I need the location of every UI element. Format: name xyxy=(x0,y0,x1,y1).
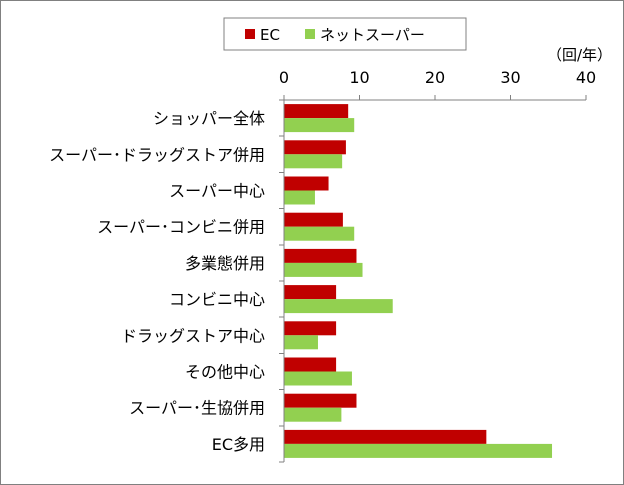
x-tick-label: 40 xyxy=(576,68,596,87)
bar-net-super-7 xyxy=(284,371,352,386)
legend-swatch-ec xyxy=(245,29,255,39)
bar-ec-2 xyxy=(284,176,329,191)
category-label: ショッパー全体 xyxy=(153,109,265,128)
bar-net-super-3 xyxy=(284,226,355,241)
unit-label: （回/年） xyxy=(547,46,612,64)
legend: EC ネットスーパー xyxy=(223,17,467,51)
category-label: スーパー･コンビニ併用 xyxy=(97,218,265,237)
bar-ec-4 xyxy=(284,248,357,263)
category-label: その他中心 xyxy=(185,363,265,382)
bars xyxy=(284,104,553,458)
legend-box xyxy=(223,17,467,51)
category-label: 多業態併用 xyxy=(185,254,265,273)
legend-label-ec: EC xyxy=(260,26,280,44)
bar-ec-3 xyxy=(284,212,343,227)
category-label: スーパー･生協併用 xyxy=(129,399,265,418)
category-label: スーパー中心 xyxy=(169,182,265,201)
category-label: スーパー･ドラッグストア併用 xyxy=(49,145,265,164)
bar-net-super-5 xyxy=(284,299,393,314)
category-label: ドラッグストア中心 xyxy=(121,326,265,345)
legend-swatch-net-super xyxy=(305,29,315,39)
bar-ec-9 xyxy=(284,429,487,444)
category-label: EC多用 xyxy=(212,435,265,454)
bar-net-super-0 xyxy=(284,118,355,133)
bar-ec-1 xyxy=(284,140,346,155)
x-tick-label: 0 xyxy=(279,68,289,87)
bar-ec-5 xyxy=(284,285,337,300)
x-tick-label: 20 xyxy=(425,68,445,87)
bar-ec-6 xyxy=(284,321,337,336)
bar-net-super-6 xyxy=(284,335,318,350)
axes xyxy=(279,95,587,463)
bar-net-super-9 xyxy=(284,443,553,458)
bar-net-super-1 xyxy=(284,154,343,169)
bar-ec-8 xyxy=(284,393,357,408)
bar-net-super-2 xyxy=(284,190,315,205)
x-tick-label: 10 xyxy=(349,68,369,87)
category-label: コンビニ中心 xyxy=(169,290,265,309)
bar-net-super-8 xyxy=(284,407,342,422)
bar-net-super-4 xyxy=(284,262,363,277)
x-tick-label: 30 xyxy=(500,68,520,87)
y-axis-categories: ショッパー全体 スーパー･ドラッグストア併用 スーパー中心 スーパー･コンビニ併… xyxy=(49,109,265,454)
x-axis-ticks: 0 10 20 30 40 xyxy=(279,68,596,87)
legend-label-net-super: ネットスーパー xyxy=(320,26,425,44)
bar-ec-7 xyxy=(284,357,337,372)
bar-ec-0 xyxy=(284,104,349,119)
